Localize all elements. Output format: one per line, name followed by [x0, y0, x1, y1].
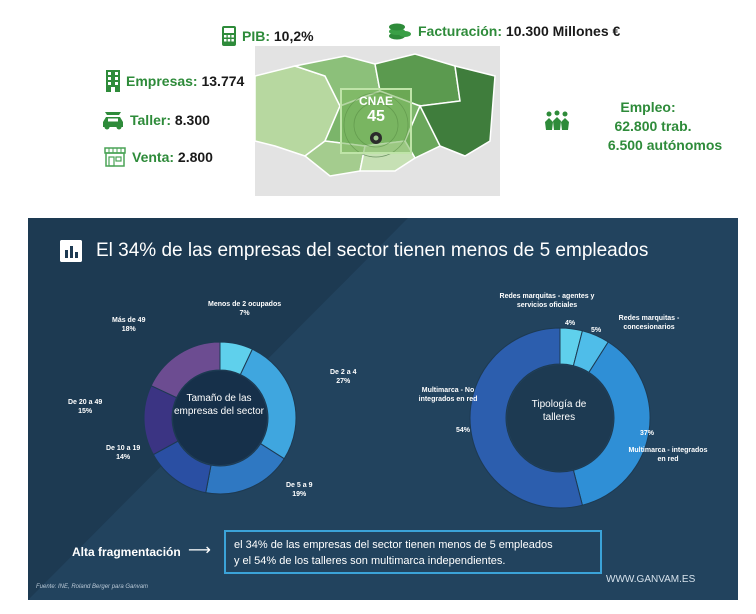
empleo-workers: 62.800 trab.	[614, 118, 692, 134]
label-5-9: De 5 a 9 19%	[286, 482, 313, 498]
taller-stat: Taller: 8.300	[102, 110, 210, 130]
label-multimarca-integrados: Multimarca - integrados en red	[628, 447, 708, 463]
source-note: Fuente: INE, Roland Berger para Ganvam	[36, 584, 149, 590]
building-icon	[106, 70, 120, 92]
label-multimarca-no-integrados: Multimarca - No integrados en red	[418, 387, 478, 403]
donut-1-hole	[173, 371, 267, 465]
fragmentation-label: Alta fragmentación	[72, 545, 181, 559]
empresas-value: 13.774	[201, 73, 245, 89]
empresas-label: Empresas:	[126, 73, 198, 89]
taller-value: 8.300	[174, 112, 210, 128]
chart1-center-title: Tamaño de las empresas del sector	[173, 393, 265, 417]
label-mas-49: Más de 49 18%	[112, 317, 146, 333]
infographic-panel: El 34% de las empresas del sector tienen…	[28, 218, 738, 600]
pib-stat: PIB: 10,2%	[222, 26, 314, 46]
venta-stat: Venta: 2.800	[104, 147, 213, 167]
headline: El 34% de las empresas del sector tienen…	[60, 240, 648, 262]
empleo-stat: Empleo: 62.800 trab. 6.500 autónomos	[548, 98, 748, 155]
label-5pct: 5%	[591, 327, 602, 334]
label-2-4: De 2 a 4 27%	[330, 369, 357, 385]
pib-value: 10,2%	[273, 28, 314, 44]
cnae-title: CNAE	[358, 94, 393, 108]
taller-label: Taller:	[130, 112, 171, 128]
summary-box: el 34% de las empresas del sector tienen…	[224, 530, 602, 574]
label-redes-agentes: Redes marquitas - agentes y servicios of…	[499, 293, 595, 309]
summary-line-2: y el 54% de los talleres son multimarca …	[234, 555, 506, 567]
facturacion-label: Facturación:	[418, 23, 503, 39]
empresas-stat: Empresas: 13.774	[106, 70, 244, 92]
label-redes-concesionarios: Redes marquitas - concesionarios	[618, 315, 680, 331]
bar-chart-icon	[60, 240, 82, 262]
facturacion-value: 10.300 Millones €	[505, 23, 621, 39]
donut-2-slice-4	[469, 327, 583, 509]
infographic-header: PIB: 10,2% Facturación: 10.300 Millones …	[0, 0, 756, 210]
label-10-19: De 10 a 19 14%	[106, 445, 141, 461]
label-menos-2: Menos de 2 ocupados 7%	[208, 301, 282, 317]
calculator-icon	[222, 26, 236, 46]
car-icon	[102, 110, 124, 130]
website-link[interactable]: WWW.GANVAM.ES	[606, 574, 696, 585]
empleo-autonomos: 6.500 autónomos	[607, 137, 723, 153]
label-20-49: De 20 a 49 15%	[68, 399, 103, 415]
chart2-center-title: Tipología de talleres	[531, 399, 587, 423]
cnae-box	[340, 88, 412, 154]
summary-line-1: el 34% de las empresas del sector tienen…	[234, 539, 553, 551]
empleo-label: Empleo:	[620, 99, 676, 115]
facturacion-stat: Facturación: 10.300 Millones €	[388, 22, 620, 40]
people-icon	[544, 110, 570, 135]
venta-label: Venta:	[132, 149, 175, 165]
venta-value: 2.800	[177, 149, 213, 165]
map-marker-icon	[368, 130, 384, 146]
headline-text: El 34% de las empresas del sector tienen…	[96, 240, 649, 261]
cnae-number: 45	[367, 108, 385, 125]
shop-icon	[104, 147, 126, 167]
right-arrow-icon: ⟶	[188, 542, 211, 559]
label-37pct: 37%	[640, 430, 655, 437]
donut-1-slice-6	[150, 341, 221, 399]
label-4pct: 4%	[565, 320, 576, 327]
label-54pct: 54%	[456, 427, 471, 434]
donut-charts	[143, 327, 651, 509]
coins-icon	[388, 22, 412, 40]
pib-label: PIB:	[242, 28, 270, 44]
donut-2-hole	[507, 365, 613, 471]
donut-2-slice-3	[572, 341, 651, 506]
